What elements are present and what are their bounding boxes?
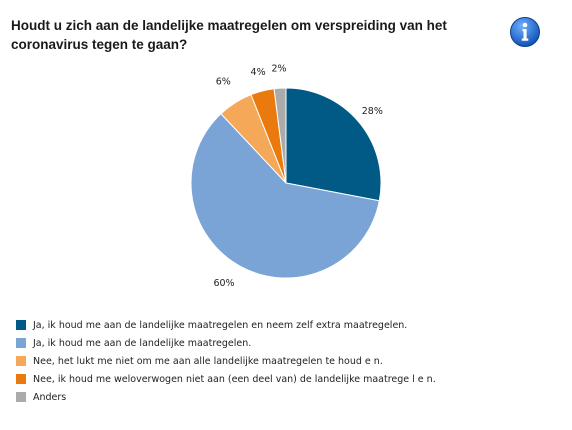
legend-swatch — [16, 392, 26, 402]
legend: Ja, ik houd me aan de landelijke maatreg… — [16, 316, 436, 406]
legend-label: Anders — [33, 391, 67, 403]
legend-item: Anders — [16, 388, 436, 406]
legend-item: Ja, ik houd me aan de landelijke maatreg… — [16, 316, 436, 334]
slice-value-label: 28% — [362, 106, 383, 117]
legend-swatch — [16, 374, 26, 384]
legend-item: Ja, ik houd me aan de landelijke maatreg… — [16, 334, 436, 352]
slice-value-label: 2% — [271, 64, 286, 75]
legend-swatch — [16, 320, 26, 330]
legend-label: Nee, het lukt me niet om me aan alle lan… — [33, 355, 383, 367]
legend-swatch — [16, 356, 26, 366]
pie-slice — [285, 87, 382, 202]
chart-title: Houdt u zich aan de landelijke maatregel… — [11, 18, 447, 52]
legend-label: Ja, ik houd me aan de landelijke maatreg… — [33, 319, 408, 331]
pie-slice — [273, 87, 287, 184]
legend-item: Nee, het lukt me niet om me aan alle lan… — [16, 352, 436, 370]
slice-value-label: 4% — [251, 67, 266, 78]
legend-label: Ja, ik houd me aan de landelijke maatreg… — [33, 337, 252, 349]
slice-value-label: 60% — [213, 278, 234, 289]
info-icon[interactable] — [509, 16, 541, 48]
pie-chart: 28% 60% 6% 4% 2% — [190, 64, 383, 289]
legend-item: Nee, ik houd me weloverwogen niet aan (e… — [16, 370, 436, 388]
pie-slice — [190, 113, 380, 279]
legend-swatch — [16, 338, 26, 348]
slice-value-label: 6% — [216, 77, 231, 88]
legend-label: Nee, ik houd me weloverwogen niet aan (e… — [33, 373, 436, 385]
